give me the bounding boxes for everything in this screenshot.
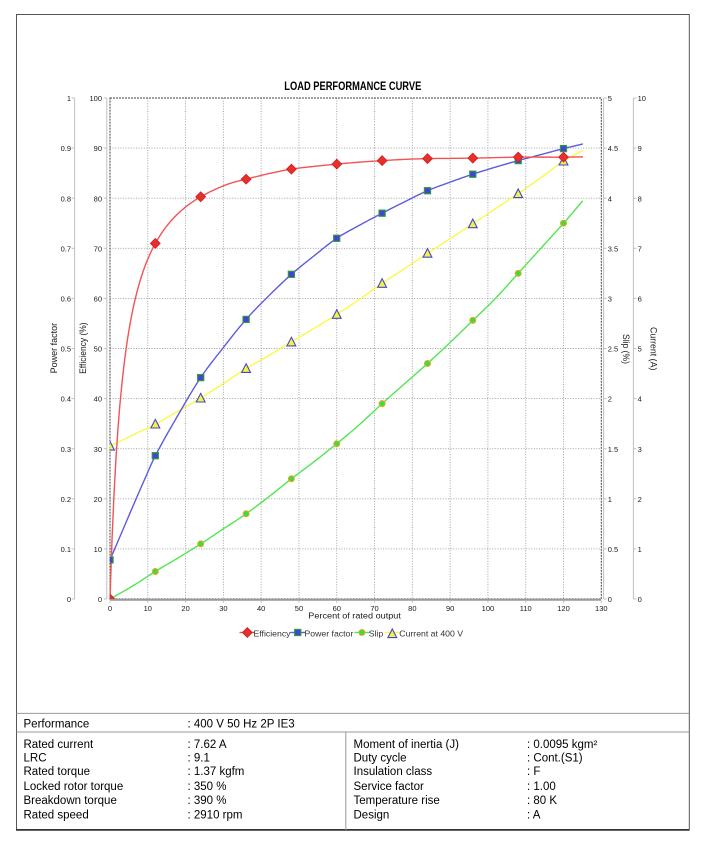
- svg-text:50: 50: [94, 345, 102, 354]
- svg-text:: 2910 rpm: : 2910 rpm: [188, 810, 243, 822]
- svg-text:7: 7: [638, 244, 642, 253]
- svg-text:: 9.1: : 9.1: [188, 753, 210, 765]
- svg-text:4.5: 4.5: [608, 144, 618, 153]
- svg-text:Percent of rated output: Percent of rated output: [308, 611, 401, 620]
- svg-text:30: 30: [219, 604, 227, 613]
- svg-text:1: 1: [608, 495, 612, 504]
- svg-text:Service factor: Service factor: [354, 781, 424, 793]
- svg-text:4: 4: [638, 395, 642, 404]
- svg-text:: 350 %: : 350 %: [188, 781, 227, 793]
- svg-text:0: 0: [638, 595, 642, 604]
- svg-text:3: 3: [608, 295, 612, 304]
- svg-text:Power factor: Power factor: [49, 323, 59, 374]
- svg-text:70: 70: [370, 604, 378, 613]
- svg-text:0.2: 0.2: [61, 495, 71, 504]
- svg-text:30: 30: [94, 445, 102, 454]
- svg-text:Efficiency: Efficiency: [254, 629, 292, 639]
- svg-text:Insulation class: Insulation class: [354, 766, 433, 778]
- svg-text:50: 50: [295, 604, 303, 613]
- svg-text:0.9: 0.9: [61, 144, 71, 153]
- svg-text:4: 4: [608, 194, 612, 203]
- svg-text:3: 3: [638, 445, 642, 454]
- svg-text:6: 6: [638, 295, 642, 304]
- svg-text:Locked rotor torque: Locked rotor torque: [24, 781, 124, 793]
- svg-text:Power factor: Power factor: [305, 629, 354, 639]
- svg-text:120: 120: [557, 604, 570, 613]
- svg-text:LOAD PERFORMANCE CURVE: LOAD PERFORMANCE CURVE: [284, 80, 421, 93]
- svg-text:60: 60: [94, 295, 102, 304]
- svg-text:10: 10: [144, 604, 152, 613]
- svg-text:Rated speed: Rated speed: [24, 810, 89, 822]
- svg-text:Design: Design: [354, 810, 390, 822]
- svg-text:0.3: 0.3: [61, 445, 71, 454]
- svg-text:0: 0: [108, 604, 112, 613]
- svg-text:100: 100: [89, 94, 102, 103]
- svg-text:0.5: 0.5: [61, 345, 71, 354]
- svg-text:8: 8: [638, 194, 642, 203]
- svg-text:Duty cycle: Duty cycle: [354, 753, 407, 765]
- svg-text:: A: : A: [527, 810, 541, 822]
- svg-text:2: 2: [608, 395, 612, 404]
- svg-text:0: 0: [608, 595, 612, 604]
- svg-text:Rated current: Rated current: [24, 739, 94, 751]
- svg-text:5: 5: [638, 345, 642, 354]
- svg-text:: 80 K: : 80 K: [527, 795, 557, 807]
- svg-text:10: 10: [638, 94, 646, 103]
- svg-text:40: 40: [94, 395, 102, 404]
- svg-text:0.1: 0.1: [61, 545, 71, 554]
- svg-text:: 1.00: : 1.00: [527, 781, 556, 793]
- svg-text:: F: : F: [527, 766, 540, 778]
- svg-text:20: 20: [181, 604, 189, 613]
- svg-text:60: 60: [333, 604, 341, 613]
- svg-text:Efficiency (%): Efficiency (%): [78, 322, 88, 373]
- svg-text:90: 90: [94, 144, 102, 153]
- svg-text:: 7.62 A: : 7.62 A: [188, 739, 227, 751]
- svg-text:9: 9: [638, 144, 642, 153]
- svg-text:Slip: Slip: [369, 629, 384, 639]
- svg-text:2.5: 2.5: [608, 345, 618, 354]
- svg-text:0.8: 0.8: [61, 194, 71, 203]
- svg-text:LRC: LRC: [24, 753, 47, 765]
- svg-text:2: 2: [638, 495, 642, 504]
- svg-text:: 1.37 kgfm: : 1.37 kgfm: [188, 766, 245, 778]
- svg-text:Breakdown torque: Breakdown torque: [24, 795, 117, 807]
- svg-text:Moment of inertia (J): Moment of inertia (J): [354, 739, 460, 751]
- svg-text:5: 5: [608, 94, 612, 103]
- svg-text:0.7: 0.7: [61, 244, 71, 253]
- svg-text:20: 20: [94, 495, 102, 504]
- svg-text:1: 1: [638, 545, 642, 554]
- svg-text:0.4: 0.4: [61, 395, 71, 404]
- svg-text:Performance: Performance: [24, 718, 90, 730]
- svg-text:70: 70: [94, 244, 102, 253]
- svg-text:Slip (%): Slip (%): [621, 334, 631, 364]
- svg-text:130: 130: [595, 604, 608, 613]
- svg-text:10: 10: [94, 545, 102, 554]
- svg-text:40: 40: [257, 604, 265, 613]
- svg-text:Temperature rise: Temperature rise: [354, 795, 440, 807]
- svg-text:90: 90: [446, 604, 454, 613]
- svg-text:1.5: 1.5: [608, 445, 618, 454]
- svg-text:1: 1: [67, 94, 71, 103]
- svg-text:80: 80: [94, 194, 102, 203]
- svg-text:Current (A): Current (A): [649, 327, 659, 370]
- svg-text:: 400 V 50 Hz 2P IE3: : 400 V 50 Hz 2P IE3: [188, 718, 295, 730]
- svg-text:0: 0: [98, 595, 102, 604]
- svg-text:Rated torque: Rated torque: [24, 766, 91, 778]
- svg-text:0: 0: [67, 595, 71, 604]
- svg-text:110: 110: [520, 604, 532, 613]
- svg-text:: Cont.(S1): : Cont.(S1): [527, 753, 583, 765]
- svg-text:0.6: 0.6: [61, 295, 71, 304]
- svg-text:3.5: 3.5: [608, 244, 618, 253]
- svg-text:: 0.0095 kgm²: : 0.0095 kgm²: [527, 739, 597, 751]
- svg-text:Current at 400 V: Current at 400 V: [399, 629, 463, 639]
- svg-text:0.5: 0.5: [608, 545, 618, 554]
- svg-text:: 390 %: : 390 %: [188, 795, 227, 807]
- svg-text:100: 100: [482, 604, 495, 613]
- svg-text:80: 80: [408, 604, 416, 613]
